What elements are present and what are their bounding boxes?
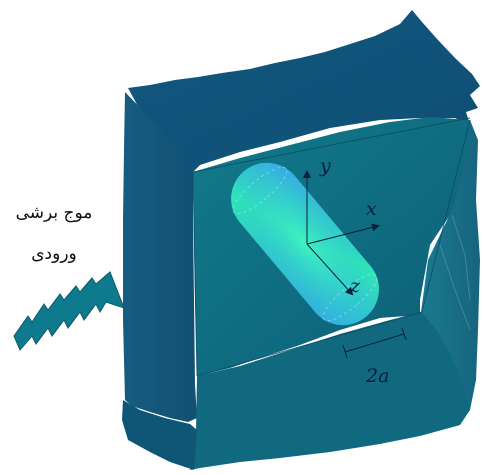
right-face-cracks	[439, 214, 471, 331]
block-bottom-face	[190, 312, 470, 470]
axis-x-label: x	[366, 198, 377, 220]
axis-z-label: z	[349, 275, 361, 297]
wave-label-line2: ورودی	[31, 244, 77, 264]
axis-z-line	[306, 243, 354, 296]
block-lower-strip	[122, 400, 197, 470]
axis-x-line	[306, 223, 380, 245]
block-top-face	[128, 10, 480, 172]
width-label: 2a	[365, 365, 389, 387]
axis-y-label: y	[319, 155, 331, 177]
width-dimension	[342, 327, 407, 359]
wave-arrow-icon	[13, 271, 125, 351]
block-edges	[192, 117, 471, 377]
wave-label-line1: موج برشی	[15, 203, 93, 223]
axes	[303, 170, 380, 296]
tunnel-cylinder	[231, 162, 379, 326]
block-left-face	[123, 92, 197, 422]
